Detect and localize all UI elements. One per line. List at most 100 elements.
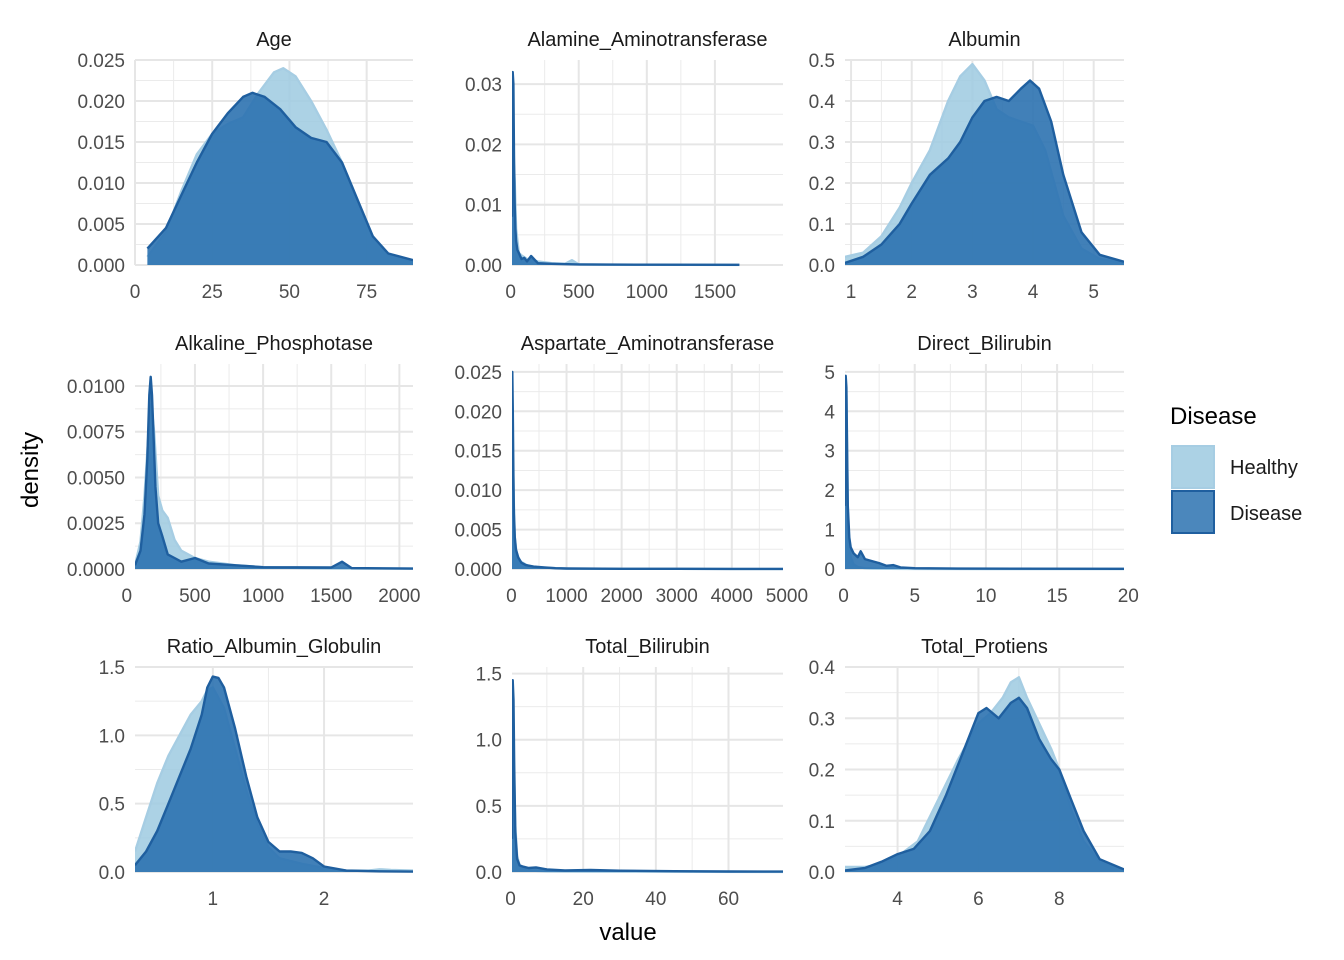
density-layer [135, 675, 413, 873]
density-area-healthy [512, 733, 783, 872]
facet-title: Total_Bilirubin [585, 636, 710, 658]
x-tick-label: 500 [179, 586, 211, 607]
x-tick-label: 1 [846, 282, 857, 303]
x-tick-label: 20 [1118, 586, 1139, 607]
x-tick-label: 0 [505, 889, 516, 910]
x-tick-label: 0 [122, 586, 133, 607]
y-tick-label: 0.0025 [67, 514, 125, 535]
y-axis-label: density [17, 432, 44, 508]
facet-title: Age [256, 29, 292, 51]
x-tick-label: 0 [130, 282, 141, 303]
x-tick-label: 2000 [600, 586, 642, 607]
density-line-disease [135, 675, 413, 873]
y-tick-label: 0.010 [77, 174, 125, 195]
legend-title: Disease [1170, 403, 1257, 430]
density-area-disease [845, 375, 1124, 569]
facet-title: Total_Protiens [921, 636, 1048, 658]
x-tick-label: 2 [319, 889, 330, 910]
density-area-disease [512, 680, 783, 872]
x-tick-label: 50 [279, 282, 300, 303]
y-tick-label: 0.1 [809, 215, 835, 236]
y-tick-label: 0.2 [809, 174, 835, 195]
density-layer [512, 679, 783, 874]
y-tick-label: 0.0 [99, 863, 125, 884]
y-tick-label: 1.0 [99, 726, 125, 747]
y-tick-label: 0.0100 [67, 377, 125, 398]
x-tick-label: 4000 [711, 586, 753, 607]
x-tick-label: 1000 [545, 586, 587, 607]
density-layer [135, 375, 413, 570]
x-tick-label: 8 [1054, 889, 1065, 910]
x-tick-label: 0 [505, 282, 516, 303]
x-tick-label: 4 [892, 889, 903, 910]
x-tick-label: 20 [573, 889, 594, 910]
y-tick-label: 0.02 [465, 135, 502, 156]
density-line-disease [146, 91, 413, 262]
y-tick-label: 0.3 [809, 133, 835, 154]
density-layer [845, 62, 1124, 265]
panel-0: 0.000 0.005 0.010 0.015 0.020 0.025 0 25 50 75 Age [77, 29, 413, 303]
facet-title: Aspartate_Aminotransferase [521, 333, 774, 355]
y-tick-label: 4 [824, 402, 835, 423]
legend-label-healthy: Healthy [1230, 457, 1298, 479]
x-tick-label: 1 [208, 889, 219, 910]
x-tick-label: 1500 [310, 586, 352, 607]
y-tick-label: 0.0 [476, 863, 502, 884]
y-tick-label: 0.0075 [67, 423, 125, 444]
density-line-healthy [512, 155, 740, 267]
y-tick-label: 0.3 [809, 709, 835, 730]
density-line-healthy [845, 394, 1124, 571]
panel-3: 0.0000 0.0025 0.0050 0.0075 0.0100 0 500 1000 15… [67, 333, 421, 607]
y-tick-label: 3 [824, 442, 835, 463]
panel-2: 0.0 0.1 0.2 0.3 0.4 0.5 1 2 3 4 5 Albumin [809, 29, 1124, 303]
y-tick-label: 0.015 [454, 442, 502, 463]
y-tick-label: 0.020 [77, 92, 125, 113]
y-tick-label: 0.1 [809, 812, 835, 833]
density-line-healthy [512, 441, 783, 571]
x-tick-label: 25 [202, 282, 223, 303]
panel-1: 0.00 0.01 0.02 0.03 0 500 1000 1500 Alamine_Amin… [465, 29, 783, 303]
y-tick-label: 0.4 [809, 92, 836, 113]
density-area-healthy [512, 156, 740, 265]
y-tick-label: 0.025 [77, 51, 125, 72]
y-tick-label: 0.005 [454, 521, 502, 542]
facet-title: Albumin [948, 29, 1020, 51]
density-line-disease [845, 79, 1124, 265]
panel-4: 0.000 0.005 0.010 0.015 0.020 0.025 0 1000 2000 3… [454, 333, 808, 607]
panel-8: 0.0 0.1 0.2 0.3 0.4 4 6 8 Total_Protiens [809, 636, 1124, 910]
x-axis-label: value [599, 919, 656, 946]
density-area-disease [147, 92, 413, 265]
x-tick-label: 2 [906, 282, 917, 303]
y-tick-label: 0.5 [476, 797, 502, 818]
panel-5: 0 1 2 3 4 5 0 5 10 15 20 Direct_Bilirubin [824, 333, 1138, 607]
density-line-disease [845, 696, 1124, 872]
facet-title: Ratio_Albumin_Globulin [167, 636, 382, 658]
x-tick-label: 5000 [766, 586, 808, 607]
y-tick-label: 0.015 [77, 133, 125, 154]
density-area-healthy [512, 442, 783, 569]
y-tick-label: 0.03 [465, 75, 502, 96]
y-tick-label: 0.01 [465, 196, 502, 217]
legend: Disease Healthy Disease [1170, 403, 1302, 534]
y-tick-label: 0.2 [809, 761, 835, 782]
density-area-disease [135, 376, 413, 569]
y-tick-label: 0.005 [77, 215, 125, 236]
density-line-disease [135, 375, 413, 570]
density-area-disease [845, 80, 1124, 265]
density-line-healthy [135, 403, 413, 570]
density-area-healthy [845, 395, 1124, 569]
y-tick-label: 0.010 [454, 481, 502, 502]
x-tick-label: 3 [967, 282, 978, 303]
density-line-disease [845, 374, 1124, 570]
x-tick-label: 0 [838, 586, 849, 607]
density-layer [512, 70, 740, 267]
x-tick-label: 3000 [656, 586, 698, 607]
x-tick-label: 5 [909, 586, 920, 607]
density-line-healthy [512, 731, 783, 874]
legend-label-disease: Disease [1230, 503, 1302, 525]
y-tick-label: 0.020 [454, 402, 502, 423]
density-line-disease [512, 70, 740, 266]
x-tick-label: 1000 [242, 586, 284, 607]
